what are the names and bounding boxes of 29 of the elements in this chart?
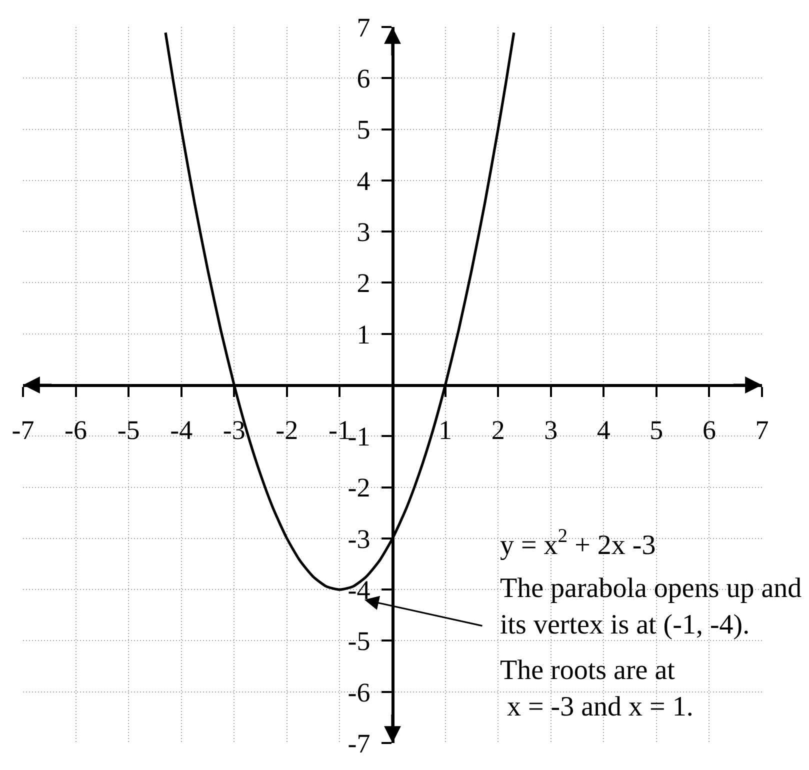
x-tick-label: 7 xyxy=(755,415,769,446)
x-tick-label: 1 xyxy=(438,415,452,446)
y-tick-label: 3 xyxy=(356,217,370,248)
y-tick-label: 1 xyxy=(356,319,370,350)
x-tick-label: -2 xyxy=(276,415,298,446)
x-tick-label: 3 xyxy=(544,415,558,446)
y-tick-label: -5 xyxy=(348,626,370,656)
y-tick-label: 2 xyxy=(356,268,370,298)
x-tick-label: 6 xyxy=(702,415,716,446)
x-tick-label: -4 xyxy=(170,415,194,446)
y-tick-label: 7 xyxy=(356,12,370,42)
y-tick-label: -6 xyxy=(348,677,370,708)
annotation: The roots are at x = -3 and x = 1. xyxy=(500,655,694,722)
y-tick-label: 4 xyxy=(356,166,371,196)
x-tick-label: 5 xyxy=(650,415,664,446)
x-tick-label: -6 xyxy=(64,415,88,446)
y-tick-label: -4 xyxy=(348,575,371,606)
y-tick-label: -7 xyxy=(348,728,370,758)
y-tick-label: -2 xyxy=(348,472,370,503)
x-tick-label: -5 xyxy=(117,415,140,446)
y-tick-label: 6 xyxy=(356,64,370,94)
y-tick-label: 5 xyxy=(356,114,370,145)
annotation: y = x$^{2}$ + 2x -3 xyxy=(500,526,656,561)
annotation: The parabola opens up and its vertex is at (-1, -4). xyxy=(500,573,802,640)
x-tick-label: 2 xyxy=(491,415,505,446)
x-tick-label: -3 xyxy=(222,415,246,446)
x-tick-label: -7 xyxy=(12,415,34,446)
x-tick-label: 4 xyxy=(596,415,611,446)
y-tick-label: -3 xyxy=(348,524,370,554)
